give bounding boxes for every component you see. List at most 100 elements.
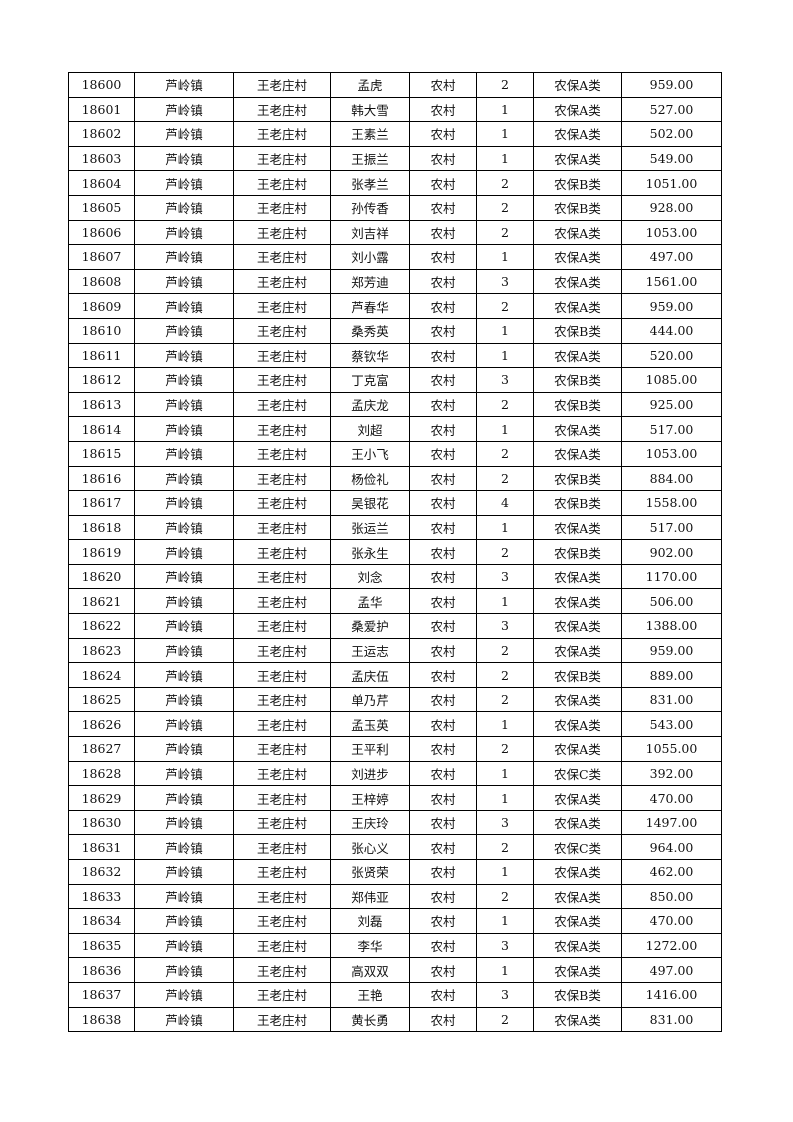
name-cell: 王平利 [330,736,410,762]
count-cell: 3 [476,809,534,836]
area-type-cell: 农村 [409,440,477,467]
id-cell: 18605 [68,194,135,221]
town-cell: 芦岭镇 [134,711,234,738]
name-cell: 王庆玲 [330,809,410,836]
area-type-cell: 农村 [409,711,477,738]
area-type-cell: 农村 [409,686,477,713]
category-cell: 农保A类 [533,637,622,664]
village-cell: 王老庄村 [233,859,331,885]
count-cell: 3 [476,268,534,295]
name-cell: 张心义 [330,834,410,860]
category-cell: 农保B类 [533,465,622,492]
table-row: 18637 芦岭镇 王老庄村 王艳 农村 3 农保B类 1416.00 [68,981,722,1008]
village-cell: 王老庄村 [233,613,331,639]
amount-cell: 1055.00 [621,736,722,762]
name-cell: 刘念 [330,563,410,590]
id-cell: 18622 [68,613,135,639]
id-cell: 18616 [68,465,135,492]
table-row: 18619 芦岭镇 王老庄村 张永生 农村 2 农保B类 902.00 [68,539,722,565]
name-cell: 孟玉英 [330,711,410,738]
category-cell: 农保B类 [533,317,622,344]
town-cell: 芦岭镇 [134,957,234,983]
area-type-cell: 农村 [409,957,477,983]
count-cell: 3 [476,613,534,639]
area-type-cell: 农村 [409,613,477,639]
table-row: 18630 芦岭镇 王老庄村 王庆玲 农村 3 农保A类 1497.00 [68,809,722,836]
category-cell: 农保A类 [533,736,622,762]
id-cell: 18611 [68,342,135,369]
area-type-cell: 农村 [409,367,477,393]
town-cell: 芦岭镇 [134,72,234,98]
category-cell: 农保A类 [533,342,622,369]
id-cell: 18632 [68,859,135,885]
village-cell: 王老庄村 [233,268,331,295]
amount-cell: 462.00 [621,859,722,885]
amount-cell: 964.00 [621,834,722,860]
name-cell: 黄长勇 [330,1006,410,1033]
table-row: 18601 芦岭镇 王老庄村 韩大雪 农村 1 农保A类 527.00 [68,96,722,123]
town-cell: 芦岭镇 [134,637,234,664]
table-row: 18602 芦岭镇 王老庄村 王素兰 农村 1 农保A类 502.00 [68,121,722,147]
count-cell: 1 [476,859,534,885]
name-cell: 李华 [330,932,410,959]
town-cell: 芦岭镇 [134,244,234,270]
amount-cell: 1497.00 [621,809,722,836]
table-row: 18605 芦岭镇 王老庄村 孙传香 农村 2 农保B类 928.00 [68,194,722,221]
town-cell: 芦岭镇 [134,613,234,639]
town-cell: 芦岭镇 [134,342,234,369]
town-cell: 芦岭镇 [134,563,234,590]
name-cell: 刘磊 [330,908,410,934]
category-cell: 农保A类 [533,563,622,590]
area-type-cell: 农村 [409,170,477,196]
id-cell: 18625 [68,686,135,713]
name-cell: 孙传香 [330,194,410,221]
area-type-cell: 农村 [409,563,477,590]
table-row: 18634 芦岭镇 王老庄村 刘磊 农村 1 农保A类 470.00 [68,908,722,934]
amount-cell: 831.00 [621,686,722,713]
village-cell: 王老庄村 [233,785,331,811]
table-row: 18615 芦岭镇 王老庄村 王小飞 农村 2 农保A类 1053.00 [68,440,722,467]
table-row: 18632 芦岭镇 王老庄村 张贤荣 农村 1 农保A类 462.00 [68,859,722,885]
table-row: 18609 芦岭镇 王老庄村 芦春华 农村 2 农保A类 959.00 [68,293,722,319]
table-row: 18635 芦岭镇 王老庄村 李华 农村 3 农保A类 1272.00 [68,932,722,959]
table-row: 18618 芦岭镇 王老庄村 张运兰 农村 1 农保A类 517.00 [68,514,722,541]
village-cell: 王老庄村 [233,145,331,172]
category-cell: 农保B类 [533,367,622,393]
village-cell: 王老庄村 [233,367,331,393]
table-row: 18633 芦岭镇 王老庄村 郑伟亚 农村 2 农保A类 850.00 [68,883,722,910]
table-row: 18636 芦岭镇 王老庄村 高双双 农村 1 农保A类 497.00 [68,957,722,983]
village-cell: 王老庄村 [233,637,331,664]
amount-cell: 517.00 [621,514,722,541]
town-cell: 芦岭镇 [134,219,234,246]
amount-cell: 1170.00 [621,563,722,590]
table-row: 18622 芦岭镇 王老庄村 桑爱护 农村 3 农保A类 1388.00 [68,613,722,639]
category-cell: 农保A类 [533,809,622,836]
category-cell: 农保A类 [533,219,622,246]
name-cell: 刘吉祥 [330,219,410,246]
count-cell: 2 [476,440,534,467]
name-cell: 蔡钦华 [330,342,410,369]
table-row: 18625 芦岭镇 王老庄村 单乃芹 农村 2 农保A类 831.00 [68,686,722,713]
town-cell: 芦岭镇 [134,539,234,565]
id-cell: 18620 [68,563,135,590]
count-cell: 2 [476,662,534,688]
amount-cell: 527.00 [621,96,722,123]
amount-cell: 497.00 [621,244,722,270]
area-type-cell: 农村 [409,194,477,221]
count-cell: 3 [476,981,534,1008]
area-type-cell: 农村 [409,785,477,811]
id-cell: 18613 [68,391,135,418]
name-cell: 高双双 [330,957,410,983]
town-cell: 芦岭镇 [134,662,234,688]
id-cell: 18608 [68,268,135,295]
category-cell: 农保B类 [533,194,622,221]
count-cell: 1 [476,760,534,787]
id-cell: 18628 [68,760,135,787]
area-type-cell: 农村 [409,121,477,147]
amount-cell: 1272.00 [621,932,722,959]
count-cell: 2 [476,637,534,664]
category-cell: 农保A类 [533,244,622,270]
id-cell: 18614 [68,416,135,442]
table-body: 18600 芦岭镇 王老庄村 孟虎 农村 2 农保A类 959.00 18601 芦岭镇 王老庄村韩… [68,72,722,1033]
village-cell: 王老庄村 [233,736,331,762]
